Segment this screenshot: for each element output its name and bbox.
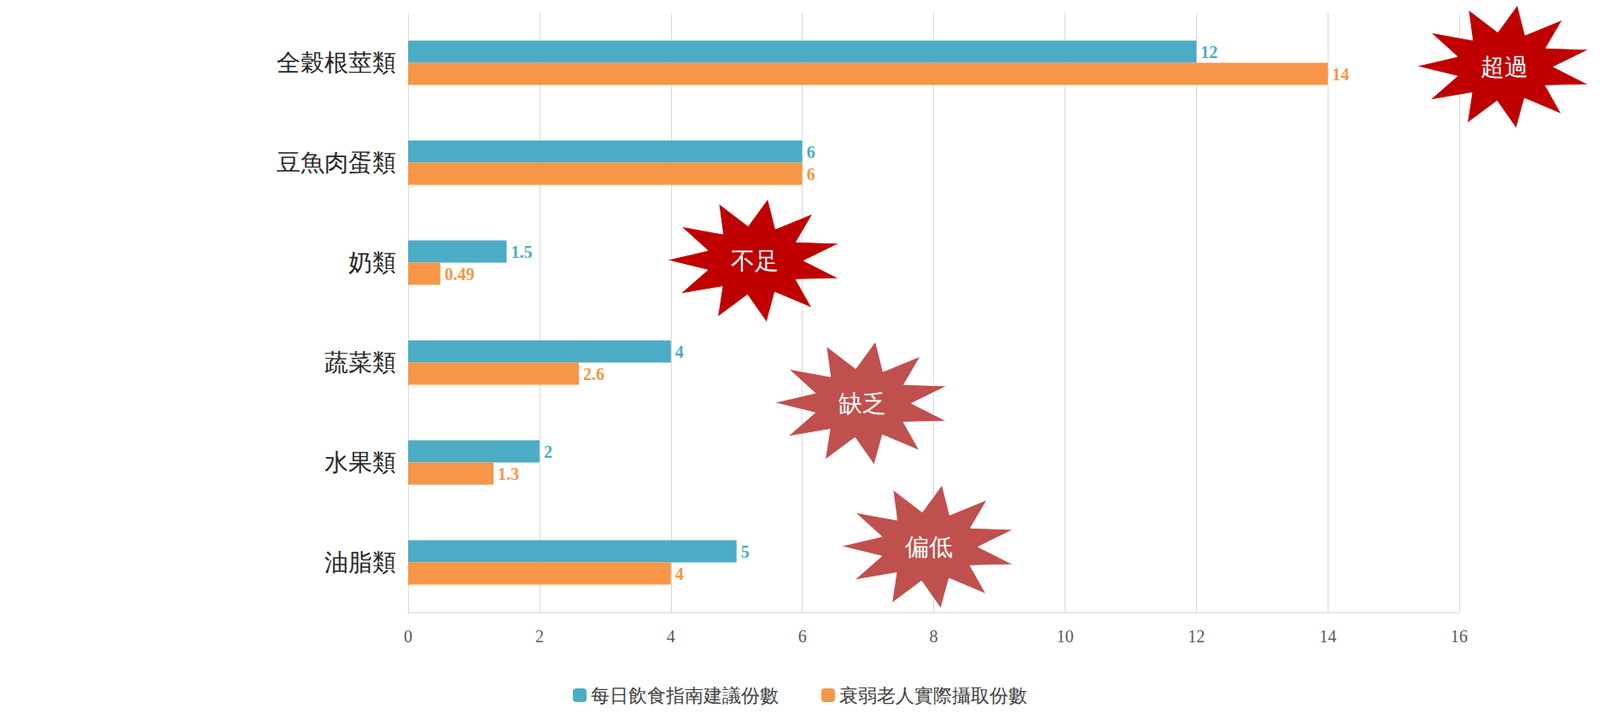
svg-text:2: 2 — [535, 626, 544, 646]
svg-text:蔬菜類: 蔬菜類 — [324, 349, 397, 376]
svg-text:2: 2 — [543, 442, 553, 462]
svg-text:4: 4 — [675, 564, 684, 584]
svg-text:衰弱老人實際攝取份數: 衰弱老人實際攝取份數 — [839, 684, 1028, 707]
svg-text:不足: 不足 — [730, 247, 779, 275]
svg-text:1.5: 1.5 — [510, 242, 532, 262]
svg-text:偏低: 偏低 — [905, 533, 953, 561]
svg-text:0: 0 — [403, 626, 413, 646]
svg-text:8: 8 — [929, 626, 939, 646]
svg-text:每日飲食指南建議份數: 每日飲食指南建議份數 — [590, 684, 779, 707]
svg-text:1.3: 1.3 — [497, 464, 520, 484]
svg-text:2.6: 2.6 — [583, 364, 605, 384]
svg-text:14: 14 — [1331, 64, 1349, 84]
svg-text:10: 10 — [1056, 626, 1074, 646]
svg-text:油脂類: 油脂類 — [324, 548, 397, 576]
svg-text:6: 6 — [798, 626, 807, 646]
svg-text:12: 12 — [1187, 626, 1205, 646]
svg-text:4: 4 — [675, 342, 684, 362]
svg-text:14: 14 — [1319, 626, 1337, 646]
svg-text:超過: 超過 — [1480, 53, 1529, 81]
svg-text:奶類: 奶類 — [348, 249, 397, 276]
svg-text:5: 5 — [741, 542, 750, 561]
svg-text:0.49: 0.49 — [444, 264, 475, 284]
svg-text:6: 6 — [806, 164, 816, 184]
svg-text:全穀根莖類: 全穀根莖類 — [276, 49, 397, 76]
svg-text:水果類: 水果類 — [324, 449, 397, 476]
svg-text:12: 12 — [1200, 42, 1218, 62]
svg-text:缺乏: 缺乏 — [838, 390, 887, 417]
svg-text:6: 6 — [806, 142, 816, 162]
svg-text:豆魚肉蛋類: 豆魚肉蛋類 — [276, 149, 397, 176]
svg-text:16: 16 — [1450, 626, 1468, 646]
svg-text:4: 4 — [666, 626, 676, 646]
